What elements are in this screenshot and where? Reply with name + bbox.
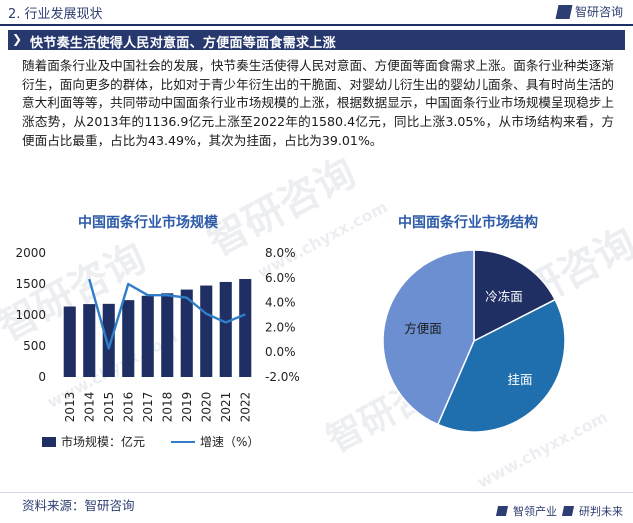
- footer-slogan-left: 智领产业: [513, 505, 557, 518]
- footer-logo-icon: [495, 506, 509, 516]
- y-left-tick-label: 0: [38, 370, 46, 384]
- y-right-tick-label: 0.0%: [265, 345, 296, 359]
- x-tick-label: 2014: [82, 392, 96, 423]
- pie-slice: [473, 249, 557, 343]
- pie-slice-label: 冷冻面: [485, 289, 523, 304]
- y-right-tick-label: 6.0%: [265, 271, 296, 285]
- y-left-tick-label: 500: [23, 339, 46, 353]
- x-tick-label: 2019: [180, 392, 194, 423]
- market-size-bar: [63, 306, 76, 377]
- brand-logo-text: 智研咨询: [574, 5, 623, 19]
- x-tick-label: 2016: [121, 392, 135, 423]
- x-tick-label: 2022: [238, 392, 252, 423]
- topic-banner: ❯ 快节奏生活使得人民对意面、方便面等面食需求上涨: [8, 30, 625, 51]
- header-rule: [0, 24, 633, 26]
- bar-chart-title: 中国面条行业市场规模: [78, 215, 218, 231]
- pie-chart-title: 中国面条行业市场结构: [398, 215, 538, 231]
- x-tick-label: 2017: [141, 392, 155, 423]
- market-size-bar: [239, 279, 252, 377]
- pie-slice: [382, 249, 475, 426]
- pie-slice-label: 挂面: [507, 372, 532, 387]
- x-tick-label: 2013: [63, 392, 77, 423]
- market-size-bar: [219, 281, 232, 377]
- brand-logo: 智研咨询: [555, 3, 623, 20]
- pie-slice: [436, 298, 566, 433]
- market-size-bar: [200, 285, 213, 377]
- market-size-bar: [141, 295, 154, 377]
- y-right-tick-label: 4.0%: [265, 296, 296, 310]
- y-left-tick-label: 1500: [15, 277, 46, 291]
- x-tick-label: 2015: [102, 392, 116, 423]
- y-left-tick-label: 1000: [15, 308, 46, 322]
- footer-rule: [0, 492, 633, 493]
- y-right-tick-label: 8.0%: [265, 246, 296, 260]
- y-right-tick-label: -2.0%: [265, 370, 300, 384]
- market-size-bar: [83, 304, 96, 377]
- market-size-bar: [180, 289, 193, 377]
- footer-slogan: 智领产业 研判未来: [495, 503, 623, 519]
- legend-line-swatch: [171, 440, 196, 443]
- legend-bar-label: 市场规模：亿元: [61, 435, 146, 449]
- section-title: 2. 行业发展现状: [8, 7, 103, 22]
- top-bar: 2. 行业发展现状 智研咨询: [0, 0, 633, 24]
- growth-rate-line: [88, 278, 246, 350]
- footer-slogan-right: 研判未来: [579, 505, 623, 518]
- y-left-tick-label: 2000: [15, 246, 46, 260]
- market-size-bar: [122, 300, 135, 377]
- footer-logo-icon: [561, 506, 575, 516]
- pie-slice-label: 方便面: [404, 321, 442, 336]
- banner-title: 快节奏生活使得人民对意面、方便面等面食需求上涨: [30, 36, 336, 51]
- market-size-bar: [161, 293, 174, 377]
- legend-bar-swatch: [42, 436, 56, 447]
- intro-paragraph: 随着面条行业及中国社会的发展，快节奏生活使得人民对意面、方便面等面食需求上涨。面…: [22, 58, 614, 148]
- source-note: 资料来源：智研咨询: [22, 498, 135, 513]
- x-tick-label: 2021: [219, 392, 233, 423]
- bar-chart-legend: 市场规模：亿元 增速（%）: [42, 433, 259, 450]
- market-size-bar: [102, 303, 115, 377]
- legend-line-label: 增速（%）: [200, 435, 260, 449]
- y-right-tick-label: 2.0%: [265, 320, 296, 334]
- x-tick-label: 2020: [199, 392, 213, 423]
- chevron-right-icon: ❯: [12, 32, 23, 46]
- x-tick-label: 2018: [160, 392, 174, 423]
